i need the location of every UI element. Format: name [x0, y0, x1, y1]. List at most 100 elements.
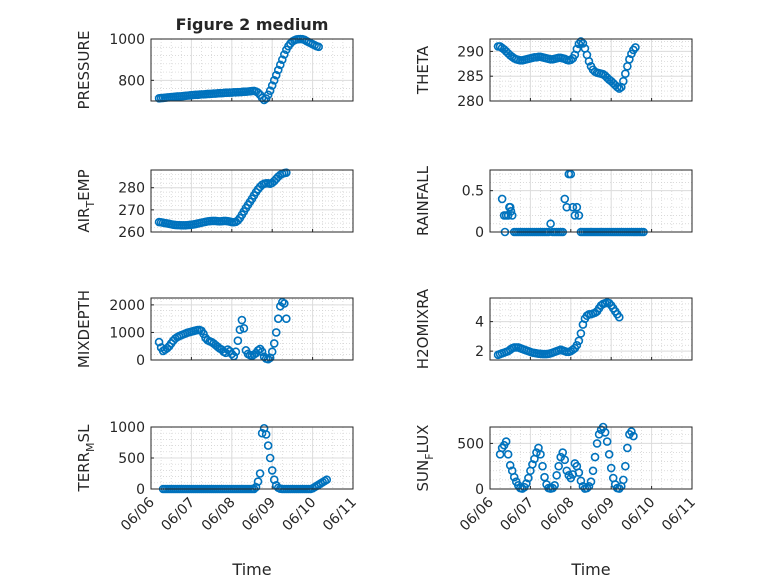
y-axis-label: RAINFALL [414, 165, 432, 236]
data-point [621, 461, 630, 471]
data-point [627, 427, 636, 436]
axes-border [150, 38, 354, 102]
y-axis-label-subscript: F [423, 453, 436, 459]
data-point [623, 443, 632, 453]
data-point [509, 472, 519, 482]
panel-terr_msl: 0 500 1000 TERRMSL 06/06 06/07 06/08 06/09 06/10… [75, 420, 360, 579]
data-point [253, 477, 263, 486]
y-axis-label-main: TERR [75, 452, 93, 493]
y-axis-label: AIRTEMP [75, 169, 97, 232]
data-point [590, 452, 600, 462]
data-point [604, 450, 614, 459]
y-tick-label: 1000 [109, 325, 145, 341]
data-point [576, 476, 586, 486]
data-point [275, 60, 285, 70]
data-point [621, 69, 630, 79]
x-tick-label: 06/07 [497, 495, 537, 535]
y-axis-label-subscript: M [84, 442, 97, 452]
panel-theta: 280 285 290 THETA [414, 37, 693, 110]
y-axis-label: THETA [414, 45, 432, 95]
x-tick-label: 06/08 [538, 495, 578, 535]
x-tick-label: 06/08 [199, 495, 239, 535]
data-point [265, 453, 275, 463]
x-tick-label: 06/11 [320, 495, 360, 535]
axes-border [489, 297, 693, 361]
y-tick-label: 2000 [109, 298, 145, 314]
data-point [257, 347, 267, 357]
x-tick-label: 06/06 [118, 494, 158, 534]
data-point [277, 55, 287, 64]
panel-h2omixra: 2 4 H2OMIXRA [414, 288, 693, 369]
x-tick-label: 06/07 [158, 495, 198, 535]
data-point [231, 347, 241, 357]
data-point [625, 55, 634, 64]
y-axis-label: MIXDEPTH [75, 290, 93, 368]
y-tick-label: 0 [475, 482, 484, 498]
data-point [497, 194, 507, 204]
data-point [506, 207, 516, 216]
data-point [237, 315, 247, 325]
data-point [154, 337, 164, 347]
y-axis-label-subscript: T [84, 201, 97, 209]
y-tick-label: 280 [457, 94, 484, 110]
x-tick-label: 06/09 [239, 495, 279, 535]
data-point [532, 448, 541, 457]
data-point [536, 450, 545, 459]
data-point [267, 347, 277, 357]
data-point [505, 460, 515, 470]
y-axis-label: PRESSURE [75, 31, 93, 110]
data-point [576, 37, 586, 46]
data-point [255, 469, 265, 478]
data-point [501, 437, 511, 446]
axes-border [150, 169, 354, 233]
y-tick-label: 270 [118, 203, 145, 219]
data-point [562, 202, 572, 212]
x-tick-label: 06/06 [457, 494, 497, 534]
data-point [614, 84, 624, 93]
panel-air_temp: 260 270 280 AIRTEMP [75, 168, 354, 241]
data-point [562, 466, 572, 476]
x-tick-label: 06/10 [619, 495, 659, 535]
data-point [552, 471, 561, 480]
axes-border [150, 297, 354, 361]
data-point [584, 481, 594, 491]
data-point [199, 329, 208, 339]
data-point [614, 312, 624, 322]
data-point [612, 82, 622, 92]
data-point [322, 475, 332, 485]
y-tick-label: 260 [118, 225, 145, 241]
data-point [261, 430, 271, 439]
y-tick-label: 1000 [109, 420, 145, 436]
data-point [265, 86, 275, 95]
y-tick-label: 500 [457, 436, 484, 452]
data-point [584, 57, 594, 66]
data-point [578, 481, 588, 491]
y-tick-label: 285 [457, 69, 484, 85]
data-point [574, 211, 584, 220]
data-point [528, 460, 537, 469]
y-tick-label: 0 [136, 482, 145, 498]
data-point [574, 336, 584, 346]
data-point [592, 439, 602, 448]
y-tick-label: 4 [475, 315, 484, 331]
y-tick-label: 280 [118, 181, 145, 197]
axes-border [489, 426, 693, 490]
data-point [269, 76, 279, 85]
data-point [554, 461, 563, 471]
data-point [572, 202, 582, 212]
data-point [235, 325, 245, 334]
data-point [578, 39, 588, 48]
data-point [566, 169, 576, 179]
data-point [582, 483, 592, 493]
y-tick-label: 290 [457, 44, 484, 60]
data-point [631, 43, 640, 52]
y-axis-label-main: AIR [75, 208, 93, 233]
data-point [586, 477, 596, 487]
y-tick-label: 500 [118, 451, 145, 467]
y-axis-label-rest: EMP [75, 169, 93, 200]
panel-mixdepth: 0 1000 2000 MIXDEPTH [75, 290, 354, 369]
data-point [273, 314, 283, 323]
y-axis-label-rest: LUX [414, 425, 432, 454]
y-axis-label-main: SUN [414, 460, 432, 492]
panel-sun_flux: 0 500 SUNFLUX 06/06 06/07 06/08 06/09 06/10 06/1… [414, 422, 699, 579]
